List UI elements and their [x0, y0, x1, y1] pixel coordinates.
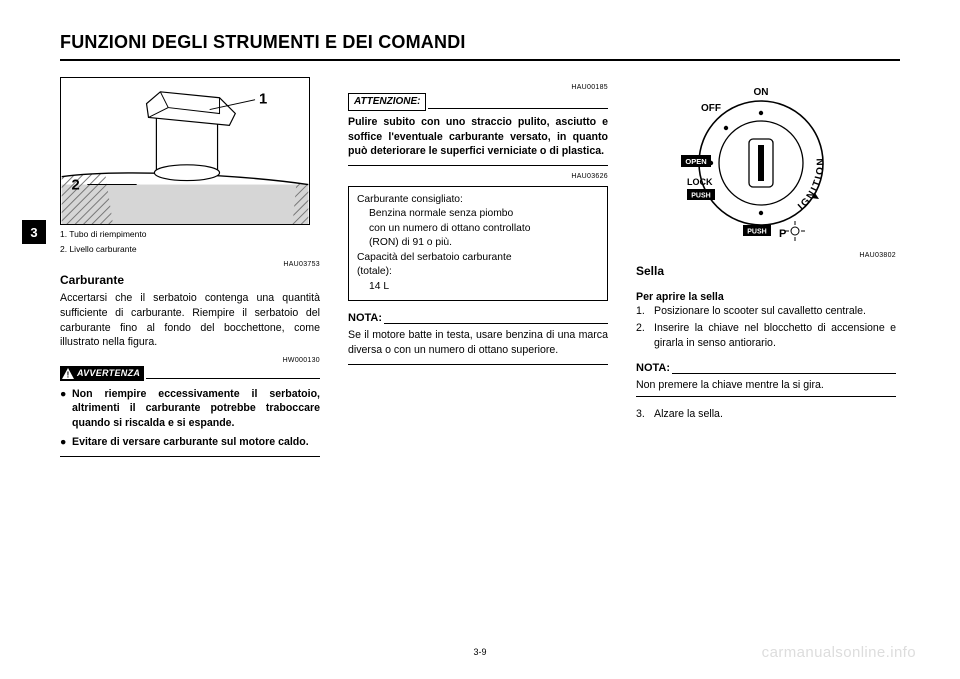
per-aprire-subhead: Per aprire la sella [636, 290, 896, 305]
attenzione-end-rule [348, 165, 608, 166]
attenzione-label-row: ATTENZIONE: [348, 93, 608, 111]
attenzione-rule [428, 108, 608, 109]
docid-hw000130: HW000130 [60, 356, 320, 366]
avvertenza-rule [146, 378, 320, 379]
column-3: ON OFF OPEN LOCK PUSH [636, 77, 896, 457]
switch-lock: LOCK [687, 177, 713, 187]
docid-hau00185: HAU00185 [348, 83, 608, 93]
lamp-icon [785, 221, 805, 241]
spec-line-2: Benzina normale senza piombo [357, 207, 599, 221]
sella-step-1: 1.Posizionare lo scooter sul cavalletto … [636, 304, 896, 319]
avvertenza-item-2: ● Evitare di versare carburante sul moto… [60, 435, 320, 450]
nota-paragraph-col2: Se il motore batte in testa, usare benzi… [348, 328, 608, 358]
fuel-figure-svg: 1 2 [61, 78, 309, 224]
fuel-level-figure: 1 2 [60, 77, 310, 225]
nota-end-rule-col2 [348, 364, 608, 365]
avvertenza-text-1: Non riempire eccessivamente il serbatoio… [72, 387, 320, 431]
switch-push-2: PUSH [747, 229, 766, 236]
bullet-dot: ● [60, 435, 72, 450]
spec-line-3: con un numero di ottano controllato [357, 222, 599, 236]
nota-end-rule-col3 [636, 396, 896, 397]
docid-hau03753: HAU03753 [60, 260, 320, 270]
attenzione-paragraph: Pulire subito con uno straccio pulito, a… [348, 115, 608, 159]
fig1-label-2: 2 [72, 177, 80, 193]
nota-text-col3: Non premere la chiave mentre la si gira. [636, 378, 896, 393]
chapter-title: FUNZIONI DEGLI STRUMENTI E DEI COMANDI [60, 32, 900, 53]
column-2: HAU00185 ATTENZIONE: Pulire subito con u… [348, 77, 608, 457]
attenzione-badge: ATTENZIONE: [348, 93, 426, 111]
switch-on: ON [754, 87, 769, 98]
avvertenza-label-row: ! AVVERTENZA [60, 366, 320, 381]
sella-open-list: 1.Posizionare lo scooter sul cavalletto … [636, 304, 896, 350]
column-1: 1 2 1. Tubo di riempimento 2. Livello ca… [60, 77, 320, 457]
bullet-dot: ● [60, 387, 72, 431]
fig1-caption-2: 2. Livello carburante [60, 244, 320, 255]
warning-triangle-icon: ! [62, 368, 74, 379]
spec-line-4: (RON) di 91 o più. [357, 236, 599, 250]
manual-page: FUNZIONI DEGLI STRUMENTI E DEI COMANDI 3 [0, 0, 960, 679]
page-tab: 3 [22, 220, 46, 244]
ignition-svg: ON OFF OPEN LOCK PUSH [636, 77, 886, 245]
fig1-label-1: 1 [259, 92, 267, 108]
ignition-switch-figure: ON OFF OPEN LOCK PUSH [636, 77, 886, 245]
switch-off: OFF [701, 103, 721, 114]
sella-heading: Sella [636, 263, 896, 280]
fig1-caption-1: 1. Tubo di riempimento [60, 229, 320, 240]
spec-line-6: (totale): [357, 265, 599, 279]
nota-row-col3: NOTA: [636, 361, 896, 376]
avvertenza-text-2: Evitare di versare carburante sul motore… [72, 435, 320, 450]
nota-label-col3: NOTA: [636, 361, 670, 376]
sella-step-3: 3.Alzare la sella. [636, 407, 896, 422]
avvertenza-end-rule [60, 456, 320, 457]
watermark-text: carmanualsonline.info [762, 644, 916, 661]
avvertenza-item-1: ● Non riempire eccessivamente il serbato… [60, 387, 320, 431]
nota-row-col2: NOTA: [348, 311, 608, 326]
nota-rule-col3 [672, 373, 896, 374]
switch-p: P [779, 228, 786, 240]
docid-hau03626: HAU03626 [348, 172, 608, 182]
spec-line-1: Carburante consigliato: [357, 193, 599, 207]
content-columns: 1 2 1. Tubo di riempimento 2. Livello ca… [60, 77, 900, 457]
nota-label-col2: NOTA: [348, 311, 382, 326]
carburante-heading: Carburante [60, 272, 320, 289]
switch-open: OPEN [685, 157, 706, 166]
svg-text:!: ! [67, 370, 70, 379]
spec-line-5: Capacità del serbatoio carburante [357, 251, 599, 265]
title-rule [60, 59, 900, 61]
switch-push-1: PUSH [691, 193, 710, 200]
carburante-paragraph: Accertarsi che il serbatoio contenga una… [60, 291, 320, 350]
nota-rule-col2 [384, 323, 608, 324]
avvertenza-badge: ! AVVERTENZA [60, 366, 144, 381]
avvertenza-list: ● Non riempire eccessivamente il serbato… [60, 387, 320, 450]
fuel-spec-box: Carburante consigliato: Benzina normale … [348, 186, 608, 301]
sella-step-2: 2.Inserire la chiave nel blocchetto di a… [636, 321, 896, 351]
sella-open-list-2: 3.Alzare la sella. [636, 407, 896, 422]
docid-hau03802: HAU03802 [636, 251, 896, 261]
avvertenza-text: AVVERTENZA [77, 367, 140, 380]
spec-line-7: 14 L [357, 280, 599, 294]
